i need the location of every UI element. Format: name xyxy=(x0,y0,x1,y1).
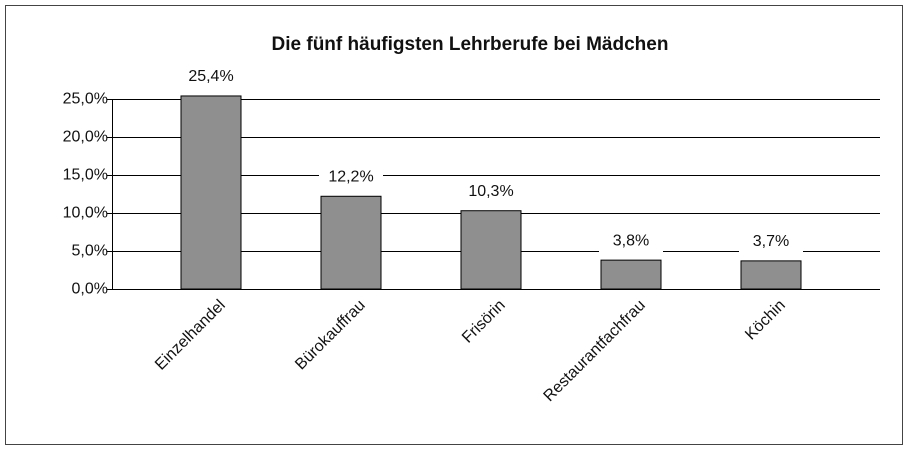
chart-title: Die fünf häufigsten Lehrberufe bei Mädch… xyxy=(272,34,669,55)
bar xyxy=(740,260,802,290)
label-bg xyxy=(739,228,803,253)
bar xyxy=(320,195,382,290)
label-bg xyxy=(319,164,383,189)
value-label: 3,8% xyxy=(613,232,649,249)
y-tick-label: 15,0% xyxy=(63,167,108,184)
y-tick-label: 20,0% xyxy=(63,129,108,146)
bar xyxy=(600,259,662,290)
bar xyxy=(180,95,242,290)
label-bg xyxy=(179,63,243,88)
bar xyxy=(460,210,522,290)
y-tick-label: 25,0% xyxy=(63,91,108,108)
y-tick-label: 0,0% xyxy=(72,281,108,298)
label-bg xyxy=(459,178,523,203)
value-label: 3,7% xyxy=(753,233,789,250)
frame xyxy=(5,5,903,445)
y-tick-label: 5,0% xyxy=(72,243,108,260)
value-label: 25,4% xyxy=(188,68,233,85)
value-label: 10,3% xyxy=(468,183,513,200)
value-label: 12,2% xyxy=(328,168,373,185)
y-tick-label: 10,0% xyxy=(63,205,108,222)
label-bg xyxy=(599,228,663,253)
